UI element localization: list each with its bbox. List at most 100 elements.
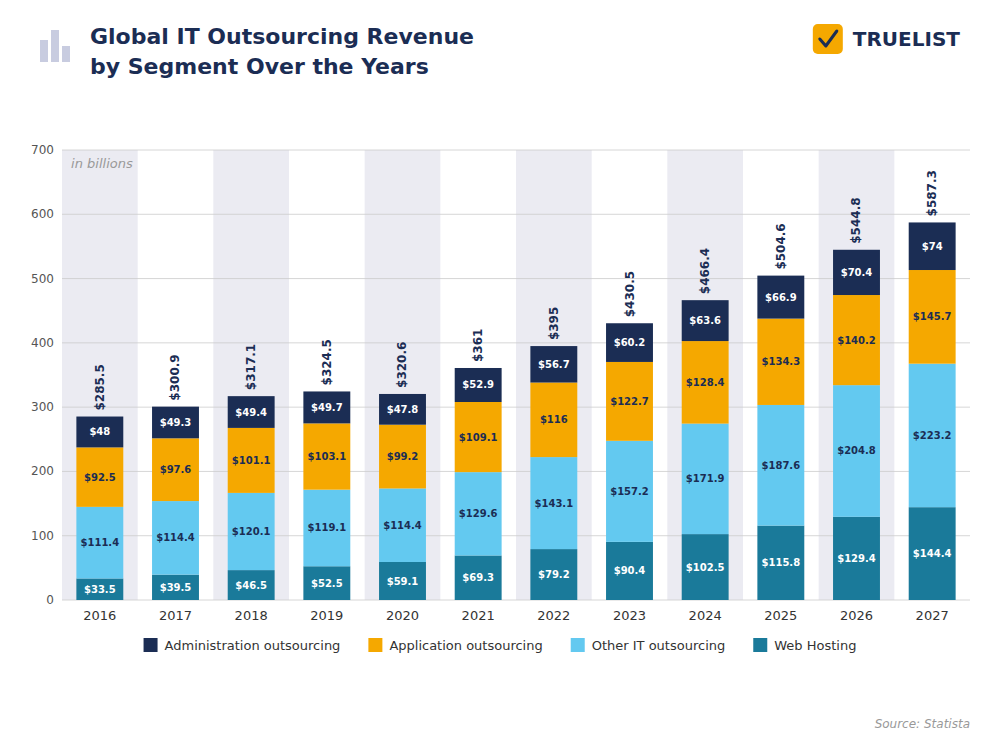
legend-label: Administration outsourcing bbox=[165, 638, 341, 653]
bar-segment bbox=[606, 542, 653, 600]
x-tick-label: 2021 bbox=[462, 608, 495, 623]
total-label: $317.1 bbox=[244, 344, 258, 390]
segment-label: $74 bbox=[922, 241, 943, 252]
bar-segment bbox=[909, 222, 956, 270]
total-label: $285.5 bbox=[93, 364, 107, 410]
badge-check bbox=[820, 31, 837, 46]
bar-segment bbox=[833, 517, 880, 600]
segment-label: $114.4 bbox=[156, 532, 195, 543]
bar-segment bbox=[909, 364, 956, 507]
bar-segment bbox=[606, 441, 653, 542]
column-band bbox=[213, 150, 289, 600]
segment-label: $171.9 bbox=[686, 473, 725, 484]
x-tick-label: 2026 bbox=[840, 608, 873, 623]
subtitle: by Segment Over the Years bbox=[90, 54, 429, 79]
bar-segment bbox=[682, 534, 729, 600]
legend-label: Application outsourcing bbox=[389, 638, 542, 653]
bar-segment bbox=[455, 368, 502, 402]
segment-label: $223.2 bbox=[913, 430, 952, 441]
total-label: $324.5 bbox=[320, 339, 334, 385]
y-tick-label: 500 bbox=[31, 272, 54, 286]
bar-segment bbox=[379, 488, 426, 562]
segment-label: $52.9 bbox=[462, 379, 494, 390]
segment-label: $109.1 bbox=[459, 432, 498, 443]
segment-label: $46.5 bbox=[235, 580, 267, 591]
bar-segment bbox=[682, 341, 729, 424]
segment-label: $79.2 bbox=[538, 569, 570, 580]
segment-label: $114.4 bbox=[383, 520, 422, 531]
column-band bbox=[667, 150, 743, 600]
chart: Global IT Outsourcing Revenueby Segment … bbox=[0, 0, 1000, 740]
bar-segment bbox=[530, 346, 577, 382]
y-tick-label: 0 bbox=[46, 593, 54, 607]
segment-label: $49.7 bbox=[311, 402, 343, 413]
x-tick-label: 2020 bbox=[386, 608, 419, 623]
bar-segment bbox=[76, 417, 123, 448]
x-tick-label: 2024 bbox=[689, 608, 722, 623]
bar-segment bbox=[76, 447, 123, 506]
bars bbox=[76, 222, 955, 600]
segment-label: $90.4 bbox=[614, 565, 646, 576]
x-tick-label: 2019 bbox=[310, 608, 343, 623]
data-labels: $33.5$39.5$46.5$52.5$59.1$69.3$79.2$90.4… bbox=[81, 170, 952, 595]
total-label: $300.9 bbox=[169, 354, 183, 400]
bar-segment bbox=[606, 323, 653, 362]
legend-swatch bbox=[571, 638, 585, 652]
bar-segment bbox=[152, 438, 199, 501]
segment-label: $187.6 bbox=[762, 460, 801, 471]
segment-label: $49.3 bbox=[160, 417, 192, 428]
bar-segment bbox=[228, 428, 275, 493]
total-label: $544.8 bbox=[850, 197, 864, 243]
y-tick-label: 200 bbox=[31, 464, 54, 478]
unit-note: in billions bbox=[71, 156, 133, 171]
column-band bbox=[365, 150, 441, 600]
x-tick-label: 2022 bbox=[537, 608, 570, 623]
total-label: $466.4 bbox=[698, 248, 712, 294]
segment-label: $97.6 bbox=[160, 464, 192, 475]
segment-label: $52.5 bbox=[311, 578, 343, 589]
segment-label: $66.9 bbox=[765, 292, 797, 303]
grid bbox=[62, 150, 970, 600]
bar-segment bbox=[76, 578, 123, 600]
icon-bar bbox=[62, 46, 70, 62]
bar-segment bbox=[152, 575, 199, 600]
bar-segment bbox=[379, 562, 426, 600]
segment-label: $56.7 bbox=[538, 359, 570, 370]
bar-segment bbox=[303, 566, 350, 600]
segment-label: $140.2 bbox=[837, 335, 876, 346]
total-label: $320.6 bbox=[396, 342, 410, 388]
bar-segment bbox=[757, 319, 804, 405]
legend-item: Application outsourcing bbox=[368, 638, 542, 653]
segment-label: $122.7 bbox=[610, 396, 649, 407]
icon-bar bbox=[40, 40, 48, 62]
segment-label: $204.8 bbox=[837, 445, 876, 456]
total-label: $430.5 bbox=[623, 271, 637, 317]
bar-segment bbox=[228, 396, 275, 428]
title-icon bbox=[40, 30, 70, 62]
legend-label: Web Hosting bbox=[774, 638, 856, 653]
column-band bbox=[516, 150, 592, 600]
background bbox=[0, 0, 1000, 740]
segment-label: $47.8 bbox=[387, 404, 419, 415]
segment-label: $116 bbox=[540, 414, 568, 425]
segment-label: $49.4 bbox=[235, 407, 267, 418]
total-label: $395 bbox=[547, 307, 561, 340]
y-tick-label: 300 bbox=[31, 400, 54, 414]
bar-segment bbox=[833, 295, 880, 385]
bar-segment bbox=[530, 383, 577, 458]
bar-segment bbox=[152, 407, 199, 439]
segment-label: $99.2 bbox=[387, 451, 419, 462]
segment-label: $145.7 bbox=[913, 311, 952, 322]
segment-label: $119.1 bbox=[308, 522, 347, 533]
bar-segment bbox=[303, 391, 350, 423]
x-tick-label: 2018 bbox=[235, 608, 268, 623]
x-tick-label: 2023 bbox=[613, 608, 646, 623]
bar-segment bbox=[455, 555, 502, 600]
bar-segment bbox=[530, 549, 577, 600]
x-tick-label: 2027 bbox=[916, 608, 949, 623]
segment-label: $103.1 bbox=[308, 451, 347, 462]
bar-segment bbox=[606, 362, 653, 441]
bar-segment bbox=[757, 276, 804, 319]
x-tick-label: 2017 bbox=[159, 608, 192, 623]
bar-segment bbox=[909, 507, 956, 600]
